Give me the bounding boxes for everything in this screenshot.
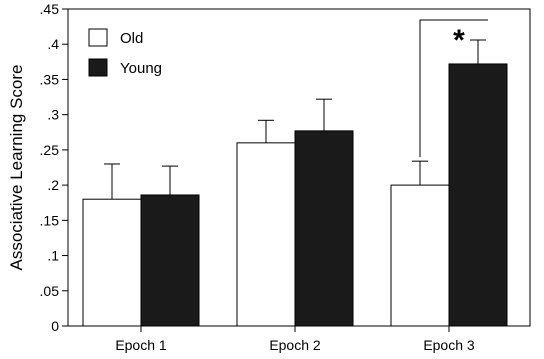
y-tick-label: .45 <box>40 1 60 17</box>
bar-old-epoch-1 <box>82 198 142 327</box>
x-tick-label: Epoch 2 <box>269 337 321 353</box>
bar-young-epoch-1 <box>140 194 200 327</box>
y-tick-label: .15 <box>40 212 60 228</box>
axes: 0 .05 .1 .15 .2 .25 .3 .35 .4 .45 Associative Lear… <box>7 1 531 353</box>
significance-bracket <box>419 19 488 158</box>
error-bars <box>104 39 486 200</box>
y-axis-label: Associative Learning Score <box>7 64 26 270</box>
legend-swatch-old <box>88 28 108 47</box>
legend-swatch-young <box>88 58 108 77</box>
annotations: * <box>419 19 488 158</box>
x-tick-label: Epoch 3 <box>423 337 475 353</box>
x-tick-label: Epoch 1 <box>115 337 167 353</box>
legend-label-young: Young <box>120 60 162 77</box>
y-tick-label: .4 <box>47 36 59 52</box>
legend: Old Young <box>88 28 162 77</box>
y-tick-label: .1 <box>47 248 59 264</box>
y-tick-label: .05 <box>40 283 60 299</box>
significance-star: * <box>453 24 465 57</box>
y-tick-label: .2 <box>47 177 59 193</box>
bar-young-epoch-3 <box>448 63 508 327</box>
y-tick-label: .25 <box>40 142 60 158</box>
bars <box>82 63 508 327</box>
legend-label-old: Old <box>120 30 143 47</box>
bar-old-epoch-3 <box>390 184 450 327</box>
y-tick-label: .35 <box>40 71 60 87</box>
bar-young-epoch-2 <box>294 130 354 327</box>
y-tick-label: .3 <box>47 107 59 123</box>
y-tick-label: 0 <box>51 318 59 334</box>
bar-old-epoch-2 <box>236 142 296 327</box>
